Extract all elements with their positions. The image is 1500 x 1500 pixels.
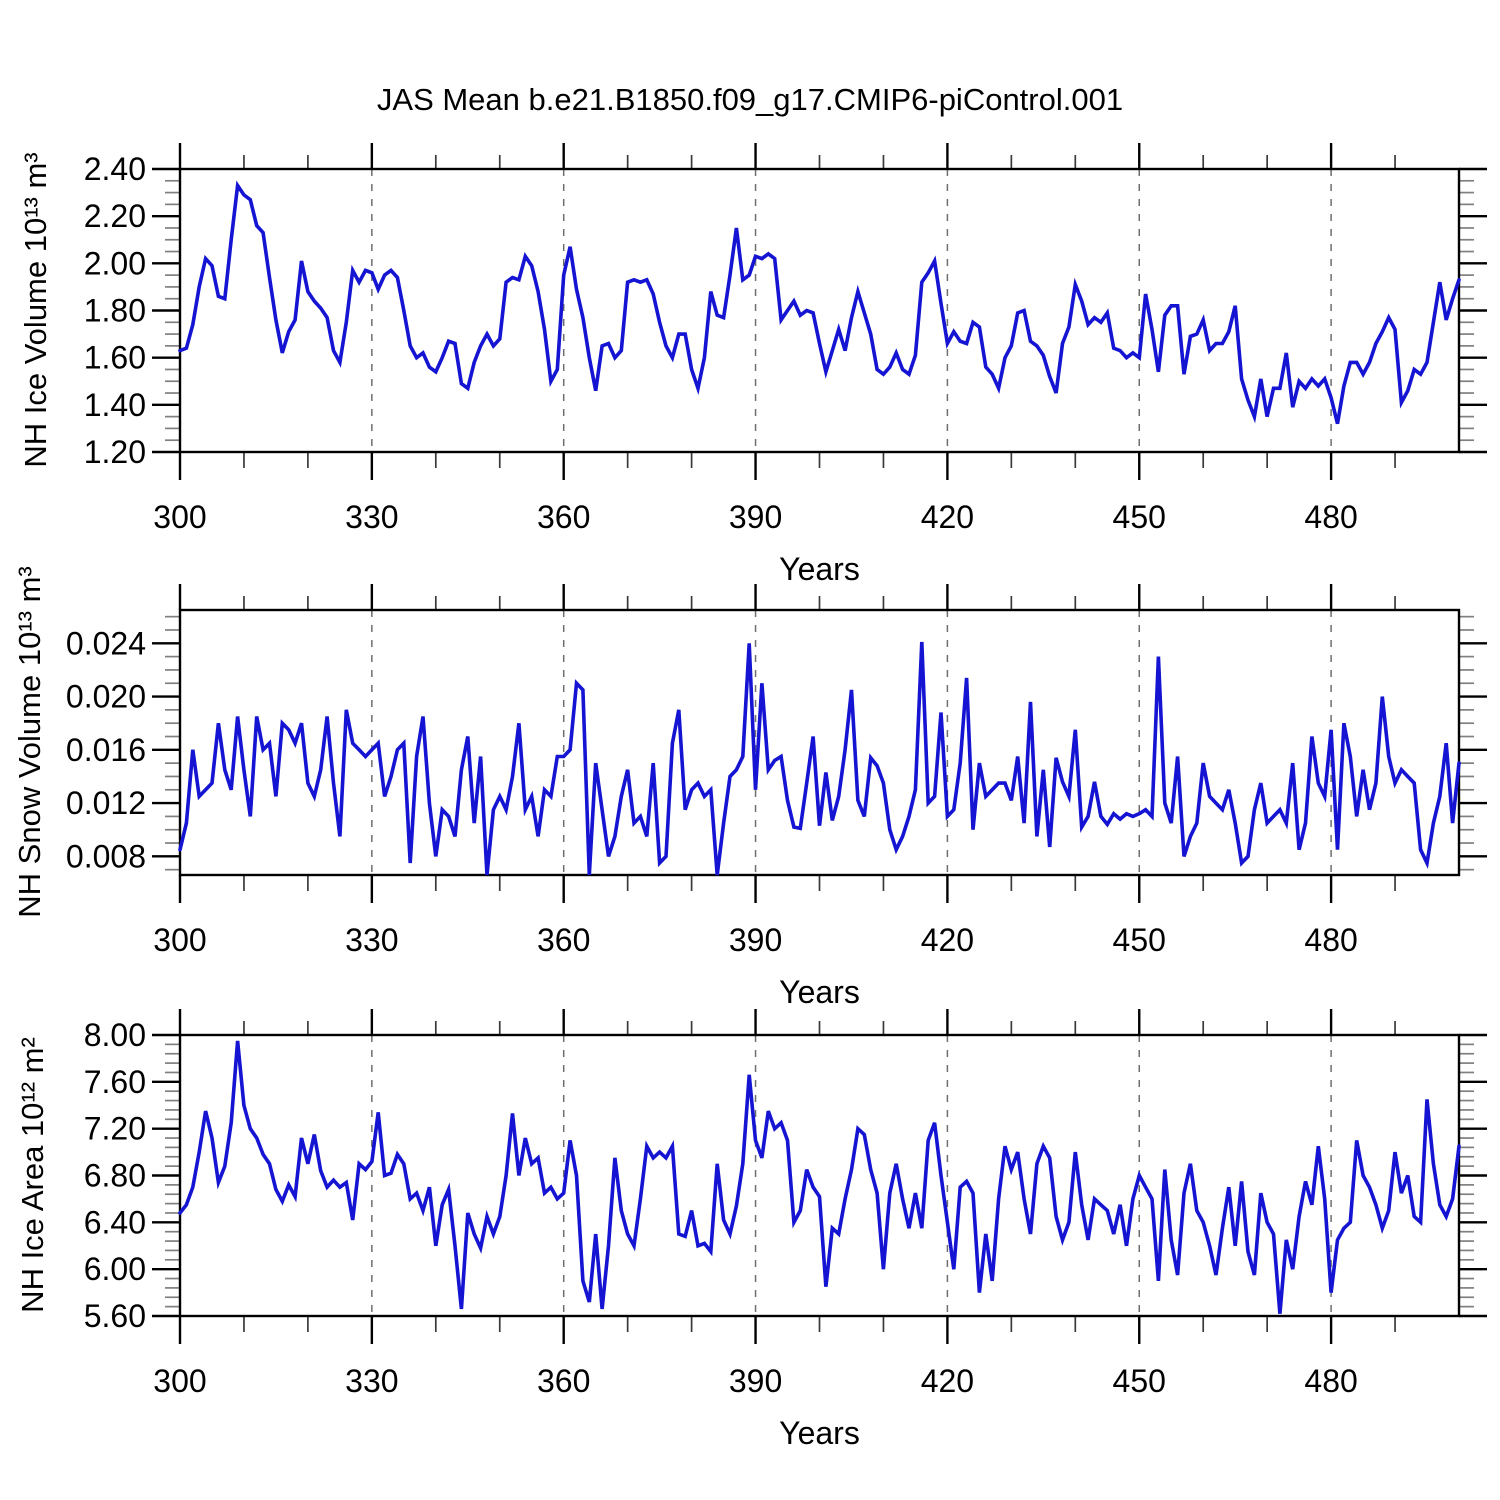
y-tick-label: 7.60 bbox=[84, 1064, 146, 1100]
x-tick-label: 480 bbox=[1304, 1363, 1357, 1399]
x-tick-label: 360 bbox=[537, 922, 590, 958]
x-tick-label: 480 bbox=[1304, 499, 1357, 535]
x-tick-label: 360 bbox=[537, 499, 590, 535]
y-tick-label: 6.00 bbox=[84, 1251, 146, 1287]
y-tick-label: 8.00 bbox=[84, 1017, 146, 1053]
x-tick-label: 450 bbox=[1113, 922, 1166, 958]
y-tick-label: 0.016 bbox=[66, 732, 146, 768]
x-tick-label: 390 bbox=[729, 499, 782, 535]
x-tick-label: 390 bbox=[729, 1363, 782, 1399]
x-axis-title: Years bbox=[779, 551, 860, 587]
panel-1: 300 330 360 390 420 450 480 2.40 2.20 2.00 1.80 1.6… bbox=[84, 143, 1487, 587]
x-tick-label: 330 bbox=[345, 499, 398, 535]
x-tick-label: 420 bbox=[921, 922, 974, 958]
panel-2: 300 330 360 390 420 450 480 0.024 0.020 0.016 0.01… bbox=[66, 584, 1487, 1010]
y-tick-label: 1.20 bbox=[84, 434, 146, 470]
y-tick-label: 0.020 bbox=[66, 679, 146, 715]
x-tick-label: 480 bbox=[1304, 922, 1357, 958]
y-tick-label: 5.60 bbox=[84, 1298, 146, 1334]
x-tick-label: 420 bbox=[921, 1363, 974, 1399]
y-tick-label: 7.20 bbox=[84, 1111, 146, 1147]
y-tick-label: 2.00 bbox=[84, 245, 146, 281]
x-tick-label: 420 bbox=[921, 499, 974, 535]
x-tick-label: 300 bbox=[153, 499, 206, 535]
x-tick-label: 300 bbox=[153, 922, 206, 958]
y-tick-label: 2.20 bbox=[84, 198, 146, 234]
x-axis-title: Years bbox=[779, 1415, 860, 1451]
x-tick-label: 360 bbox=[537, 1363, 590, 1399]
x-tick-label: 330 bbox=[345, 922, 398, 958]
x-tick-label: 450 bbox=[1113, 499, 1166, 535]
x-axis-title: Years bbox=[779, 974, 860, 1010]
y-tick-label: 6.80 bbox=[84, 1158, 146, 1194]
page-title: JAS Mean b.e21.B1850.f09_g17.CMIP6-piCon… bbox=[376, 82, 1124, 117]
y-tick-label: 1.80 bbox=[84, 293, 146, 329]
nh-snow-volume-series bbox=[178, 641, 1461, 876]
y-tick-label: 2.40 bbox=[84, 151, 146, 187]
x-tick-label: 330 bbox=[345, 1363, 398, 1399]
y-tick-label: 0.024 bbox=[66, 625, 146, 661]
y-tick-label: 1.40 bbox=[84, 387, 146, 423]
x-tick-label: 300 bbox=[153, 1363, 206, 1399]
x-tick-label: 390 bbox=[729, 922, 782, 958]
y-tick-label: 0.012 bbox=[66, 785, 146, 821]
plot-frame bbox=[178, 608, 1461, 877]
plot-frame bbox=[178, 1033, 1461, 1318]
y-tick-label: 6.40 bbox=[84, 1204, 146, 1240]
panel-3: 300 330 360 390 420 450 480 8.00 7.60 7.20 6.80 6.4… bbox=[84, 1009, 1487, 1451]
nh-ice-volume-series bbox=[178, 180, 1461, 425]
x-tick-label: 450 bbox=[1113, 1363, 1166, 1399]
nh-ice-area-series bbox=[178, 1040, 1461, 1314]
y-tick-label: 1.60 bbox=[84, 340, 146, 376]
y-tick-label: 0.008 bbox=[66, 838, 146, 874]
plot-frame bbox=[178, 167, 1461, 454]
